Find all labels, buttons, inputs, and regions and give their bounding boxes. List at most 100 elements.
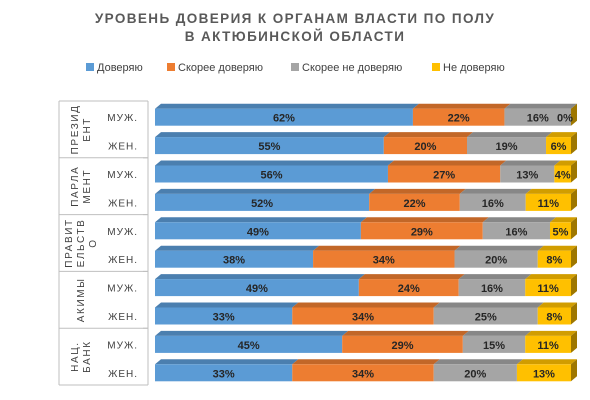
bar-top-face bbox=[358, 274, 465, 280]
data-label: 11% bbox=[537, 283, 559, 295]
bar-face bbox=[554, 165, 571, 183]
data-label: 16% bbox=[482, 198, 504, 210]
bar-segment bbox=[433, 302, 544, 325]
data-label: 33% bbox=[213, 368, 235, 380]
data-label: 11% bbox=[538, 198, 560, 210]
bar-top-face bbox=[537, 302, 577, 308]
bar-row: 38% 34% 20% 8% bbox=[155, 245, 577, 268]
legend-swatch bbox=[86, 63, 94, 71]
bar-face bbox=[155, 364, 293, 382]
chart-title-line-2: В АКТЮБИНСКОЙ ОБЛАСТИ bbox=[185, 29, 406, 44]
bar-top-face bbox=[369, 188, 466, 194]
bar-top-face bbox=[155, 330, 349, 336]
data-label: 33% bbox=[213, 312, 235, 324]
bar-face bbox=[458, 279, 526, 297]
data-label: 25% bbox=[475, 312, 497, 324]
bar-face bbox=[155, 108, 413, 126]
bar-top-face bbox=[155, 103, 419, 109]
data-label: 22% bbox=[403, 198, 425, 210]
group-label-line: ЕЛЬСТВ bbox=[76, 219, 87, 268]
bar-segment bbox=[500, 160, 561, 183]
bar-face bbox=[537, 250, 571, 268]
group-label: ПРАВИТ ЕЛЬСТВ О bbox=[64, 218, 99, 267]
data-label: 19% bbox=[496, 141, 518, 153]
bar-face bbox=[383, 137, 467, 155]
bar-top-face bbox=[155, 132, 390, 138]
bar-side-face bbox=[571, 302, 577, 325]
bar-face bbox=[525, 279, 571, 297]
data-label: 29% bbox=[392, 340, 414, 352]
bar-row: 49% 29% 16% 5% bbox=[155, 217, 577, 240]
bar-face bbox=[454, 250, 538, 268]
group-label-line: БАНК bbox=[82, 340, 93, 372]
bar-segment bbox=[525, 330, 577, 353]
data-label: 34% bbox=[352, 368, 374, 380]
bar-face bbox=[482, 222, 550, 240]
data-label: 0% bbox=[557, 113, 573, 125]
data-label: 11% bbox=[537, 340, 559, 352]
bar-face bbox=[360, 222, 483, 240]
group-label: АКИМЫ bbox=[76, 277, 87, 322]
group-label-line: ПРАВИТ bbox=[64, 218, 75, 267]
bar-face bbox=[387, 165, 501, 183]
data-label: 56% bbox=[260, 170, 282, 182]
group-label-line: НАЦ. bbox=[70, 341, 81, 371]
bar-top-face bbox=[462, 330, 532, 336]
bar-segment bbox=[525, 274, 577, 297]
bar-face bbox=[155, 307, 293, 325]
bar-top-face bbox=[516, 359, 577, 365]
legend-label: Доверяю bbox=[97, 62, 143, 74]
bar-top-face bbox=[467, 132, 553, 138]
data-label: 49% bbox=[246, 283, 268, 295]
data-label: 15% bbox=[483, 340, 505, 352]
bar-segment bbox=[313, 245, 461, 268]
bar-face bbox=[500, 165, 555, 183]
bar-segment bbox=[369, 188, 466, 211]
category-label: МУЖ. bbox=[107, 113, 138, 124]
bar-segment bbox=[292, 302, 440, 325]
bar-side-face bbox=[571, 274, 577, 297]
bar-segment bbox=[467, 132, 553, 155]
bar-segment bbox=[516, 359, 577, 382]
bar-segment bbox=[155, 274, 365, 297]
bar-segment bbox=[292, 359, 440, 382]
data-label: 16% bbox=[505, 226, 527, 238]
group-label-line: О bbox=[88, 238, 99, 247]
bar-top-face bbox=[549, 217, 577, 223]
category-label: МУЖ. bbox=[107, 340, 138, 351]
bar-segment bbox=[525, 188, 577, 211]
data-label: 5% bbox=[553, 226, 569, 238]
bar-segment bbox=[155, 245, 320, 268]
bar-top-face bbox=[525, 330, 577, 336]
bar-top-face bbox=[482, 217, 556, 223]
data-label: 13% bbox=[516, 170, 538, 182]
data-label: 22% bbox=[448, 113, 470, 125]
bar-segment bbox=[155, 302, 299, 325]
bar-segment bbox=[155, 217, 367, 240]
bar-face bbox=[433, 364, 517, 382]
data-label: 55% bbox=[258, 141, 280, 153]
data-label: 52% bbox=[251, 198, 273, 210]
data-label: 20% bbox=[414, 141, 436, 153]
bar-segment bbox=[387, 160, 507, 183]
bar-segment bbox=[537, 302, 577, 325]
bar-row: 52% 22% 16% 11% bbox=[155, 188, 577, 211]
bar-face bbox=[155, 250, 314, 268]
bar-face bbox=[467, 137, 547, 155]
legend-item: Доверяю bbox=[86, 62, 143, 74]
data-label: 24% bbox=[398, 283, 420, 295]
group-label: ПРЕЗИД ЕНТ bbox=[70, 104, 93, 154]
bar-face bbox=[525, 193, 571, 211]
category-label: ЖЕН. bbox=[108, 312, 138, 323]
bar-side-face bbox=[571, 330, 577, 353]
bar-top-face bbox=[342, 330, 469, 336]
data-label: 34% bbox=[352, 312, 374, 324]
bar-face bbox=[412, 108, 505, 126]
bar-segment bbox=[458, 274, 532, 297]
legend-swatch bbox=[167, 63, 175, 71]
bar-top-face bbox=[155, 274, 365, 280]
bar-face bbox=[155, 222, 361, 240]
bar-side-face bbox=[571, 245, 577, 268]
legend-item: Скорее не доверяю bbox=[291, 62, 402, 74]
bar-face bbox=[358, 279, 459, 297]
